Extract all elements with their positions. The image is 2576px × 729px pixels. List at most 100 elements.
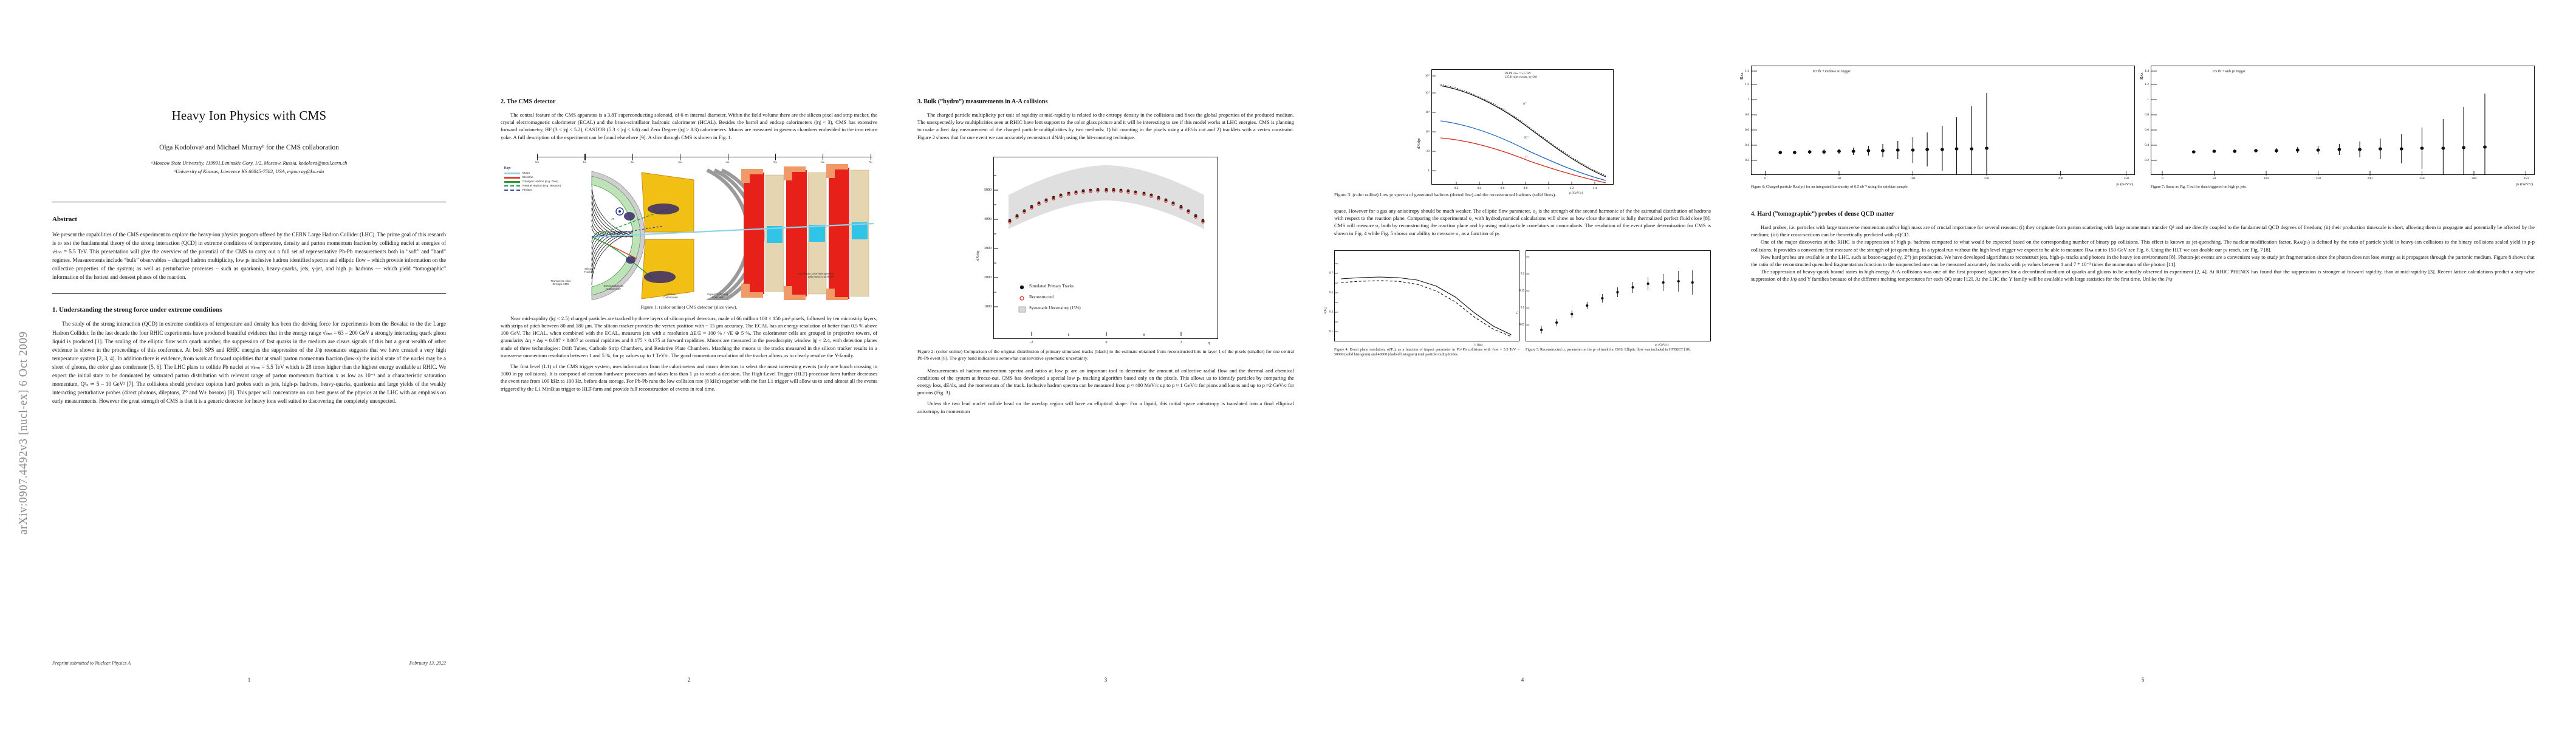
- yoke-supports: [741, 163, 848, 300]
- fig2-ytick-2000: 2000: [984, 275, 992, 279]
- fig7-points: [2191, 145, 2487, 154]
- fig6-xtick-200: 200: [2058, 177, 2063, 180]
- fig2-legend-label-simulated: Simulated Primary Tracks: [1029, 283, 1074, 289]
- abstract-text: We present the capabilities of the CMS e…: [52, 231, 446, 281]
- fig4-solid-curve: [1341, 276, 1512, 335]
- fig2-xtick-2: 2: [1180, 340, 1182, 344]
- section-3-paragraph-2: space. However for a gas any anisotropy …: [1334, 207, 1711, 236]
- hcal-label: Hadron Calorimeter: [663, 292, 678, 299]
- fig6-ytick-06: 0.6: [1745, 128, 1749, 132]
- fig7-ytick-10: 1: [2147, 98, 2149, 101]
- fig2-xtick-neg2: -2: [1030, 340, 1033, 344]
- fig3-xtick-06: 0.6: [1500, 187, 1505, 190]
- fig3-kaon-curve: [1440, 120, 1606, 181]
- fig3-annotation-pion: π⁺: [1523, 102, 1527, 106]
- figure-1-caption: Figure 1: (color online) CMS detector (s…: [640, 304, 738, 310]
- fig2-systematic-band: [1009, 165, 1204, 229]
- fig7-xtick-150: 150: [2315, 177, 2321, 180]
- page-1-footer: Preprint submitted to Nuclear Physics A …: [52, 660, 446, 666]
- fig3-proton-curve: [1440, 137, 1606, 183]
- section-4-paragraph-2: One of the major discoveries at the RHIC…: [1751, 239, 2535, 253]
- fig2-xtick-0: 0: [1105, 340, 1108, 344]
- fig6-ticks: [1752, 70, 2126, 176]
- key-title: Key:: [504, 166, 511, 170]
- fig4-ytick-01: 0.1: [1329, 330, 1333, 334]
- fig4-svg: [1335, 263, 1512, 337]
- fig7-ytick-12: 1.2: [2145, 83, 2149, 86]
- figure-3: dN/dpₜ 1: [1334, 69, 1711, 199]
- figure-4: σ(Ψ₂) 0.1 0.3 0.5 0.7: [1324, 250, 1519, 358]
- fig2-legend-label-systematic: Systematic Uncertainty (15%): [1029, 305, 1081, 310]
- figure-2-caption: Figure 2: (color online) Comparison of t…: [917, 348, 1294, 361]
- fig4-x-axis-label: b (fm): [1475, 343, 1483, 347]
- fig3-pion-dotted: [1440, 84, 1606, 176]
- section-4-paragraph-4: The suppression of heavy-quark bound sta…: [1751, 269, 2535, 282]
- key-item-electron: Electron: [504, 176, 561, 179]
- page-5: Rᴀᴀ: [1739, 35, 2535, 697]
- charged-hadron-track: [591, 236, 653, 279]
- fig5-x-axis-label: pₜ (GeV/c): [1655, 343, 1669, 347]
- section-3-paragraph-3: Measurements of hadron momentum spectra …: [917, 367, 1294, 396]
- raa-jet-trigger-chart: Rᴀᴀ: [2139, 66, 2535, 187]
- arxiv-stamp: arXiv:0907.4492v3 [nucl-ex] 6 Oct 2009: [17, 331, 30, 535]
- fig2-y-ticks: [994, 175, 998, 307]
- fig7-y-axis-label: Rᴀᴀ: [2139, 72, 2144, 80]
- page-2: 2. The CMS detector The central feature …: [501, 35, 877, 697]
- transverse-slice-label: Transverse slice through CMS: [550, 279, 571, 286]
- page-2-number: 2: [687, 677, 691, 683]
- fig4-ticks: [1335, 263, 1338, 332]
- ecal-label: Electromagnetic Calorimeter: [603, 284, 624, 291]
- figure-2: dN/dη: [917, 156, 1294, 362]
- fig5-svg: [1526, 256, 1694, 334]
- fig3-ytick-1e5: 10⁵: [1425, 74, 1430, 78]
- figures-4-and-5: σ(Ψ₂) 0.1 0.3 0.5 0.7: [1324, 250, 1711, 358]
- fig6-ytick-14: 1.4: [1745, 69, 1749, 73]
- fig3-ticks: [1432, 75, 1595, 185]
- fig2-legend-label-reconstructed: Reconstructed: [1029, 294, 1054, 299]
- fig6-ytick-02: 0.2: [1745, 159, 1749, 162]
- fig3-ytick-1e4: 10⁴: [1425, 91, 1430, 95]
- abstract-heading: Abstract: [52, 215, 77, 223]
- key-item-neutral-hadron: Neutral Hadron (e.g. Neutron): [504, 185, 561, 188]
- fig7-xtick-300: 300: [2471, 177, 2477, 180]
- fig6-ytick-12: 1.2: [1745, 83, 1749, 86]
- page-5-number: 5: [2141, 677, 2145, 683]
- fig7-ytick-06: 0.6: [2145, 128, 2149, 132]
- fig3-xtick-08: 0.8: [1523, 187, 1528, 190]
- page-4: dN/dpₜ 1: [1324, 35, 1711, 697]
- solenoid-label: Superconducting Solenoid: [707, 292, 728, 299]
- author-list: Olga Kodolovaᵃ and Michael Murrayᵇ for t…: [159, 144, 339, 151]
- fig3-ytick-1e2: 10²: [1425, 130, 1430, 134]
- scale-bar: 0m 1m 2m 3m 4m 5m 6m 7m: [535, 152, 872, 163]
- fig7-ticks: [2151, 70, 2526, 176]
- page-3-number: 3: [1104, 677, 1108, 683]
- fig7-xtick-100: 100: [2263, 177, 2269, 180]
- page-4-number: 4: [1521, 677, 1524, 683]
- dn-deta-chart: dN/dη: [976, 156, 1218, 345]
- section-2-paragraph-3: The first level (L1) of the CMS trigger …: [501, 363, 877, 392]
- figure-6: Rᴀᴀ: [1739, 66, 2135, 190]
- fig5-ytick-01: 0.1: [1521, 306, 1524, 310]
- section-4-paragraph-3: New hard probes are available at the LHC…: [1751, 253, 2535, 267]
- fig6-x-axis-label: pₜ (GeV/c): [2116, 182, 2133, 187]
- silicon-tracker-label: Silicon Tracker: [584, 267, 594, 274]
- fig7-x-axis-label: pₜ (GeV/c): [2516, 182, 2533, 187]
- fig5-errorbars: [1541, 270, 1693, 334]
- fig2-ytick-3000: 3000: [984, 246, 992, 250]
- fig6-ytick-08: 0.8: [1745, 113, 1749, 117]
- page-3: 3. Bulk (”hydro”) measurements in A-A co…: [917, 35, 1294, 697]
- fig3-xtick-02: 0.2: [1454, 187, 1459, 190]
- fig3-svg: [1432, 75, 1606, 185]
- section-4-paragraph-1: Hard probes, i.e. particles with large t…: [1751, 224, 2535, 238]
- v2-vs-pt-chart: v₂: [1515, 250, 1711, 347]
- fig2-ytick-4000: 4000: [984, 217, 992, 221]
- fig2-ytick-5000: 5000: [984, 188, 992, 192]
- iron-return-yoke: [744, 167, 849, 299]
- fig7-ytick-04: 0.4: [2145, 143, 2149, 147]
- key-item-photon: Photon: [504, 189, 561, 192]
- low-pt-spectra-chart: dN/dpₜ 1: [1417, 69, 1614, 195]
- section-1-paragraph-1: The study of the strong interaction (QCD…: [52, 321, 446, 405]
- fig6-ytick-04: 0.4: [1745, 143, 1749, 147]
- page-1: Heavy Ion Physics with CMS Olga Kodolova…: [52, 35, 446, 697]
